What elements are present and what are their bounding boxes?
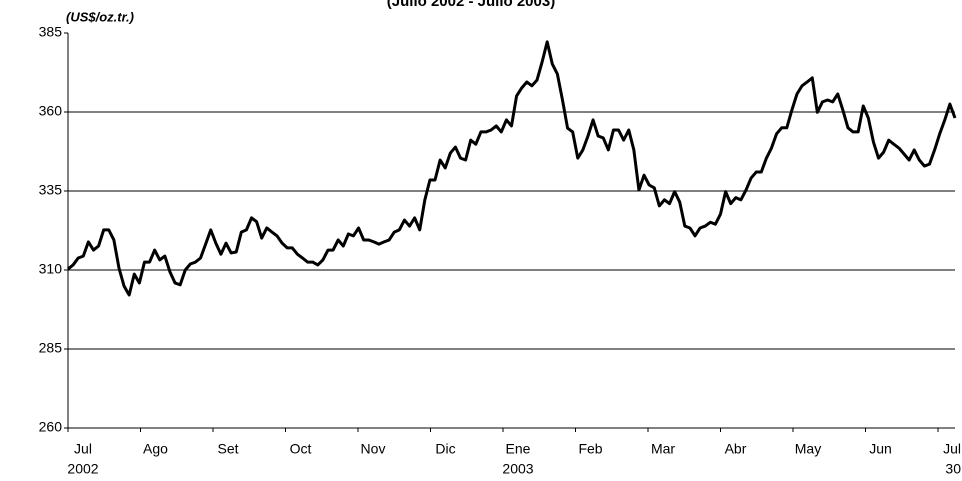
- y-tick-label: 260: [39, 419, 63, 435]
- x-year-label: 30: [945, 461, 961, 477]
- x-tick-label: May: [795, 441, 821, 457]
- x-tick-label: Oct: [290, 441, 312, 457]
- x-tick-label: Nov: [361, 441, 386, 457]
- x-tick-label: Mar: [651, 441, 675, 457]
- x-year-label: 2002: [67, 461, 98, 477]
- x-tick-label: Set: [217, 441, 238, 457]
- chart-title: (Julio 2002 - Julio 2003): [387, 0, 555, 10]
- x-tick-label: Ene: [506, 441, 531, 457]
- y-tick-label: 335: [39, 182, 63, 198]
- x-tick-label: Ago: [143, 441, 168, 457]
- x-tick-label: Jul: [74, 441, 92, 457]
- x-tick-label: Jul: [943, 441, 961, 457]
- x-year-label: 2003: [502, 461, 533, 477]
- x-tick-label: Abr: [725, 441, 747, 457]
- y-axis-unit: (US$/oz.tr.): [66, 9, 134, 24]
- y-tick-label: 360: [39, 103, 63, 119]
- x-tick-label: Dic: [435, 441, 455, 457]
- x-tick-label: Feb: [578, 441, 602, 457]
- x-tick-label: Jun: [869, 441, 892, 457]
- y-tick-label: 385: [39, 24, 63, 40]
- y-tick-label: 310: [39, 261, 63, 277]
- y-tick-label: 285: [39, 340, 63, 356]
- price-line: [67, 40, 957, 297]
